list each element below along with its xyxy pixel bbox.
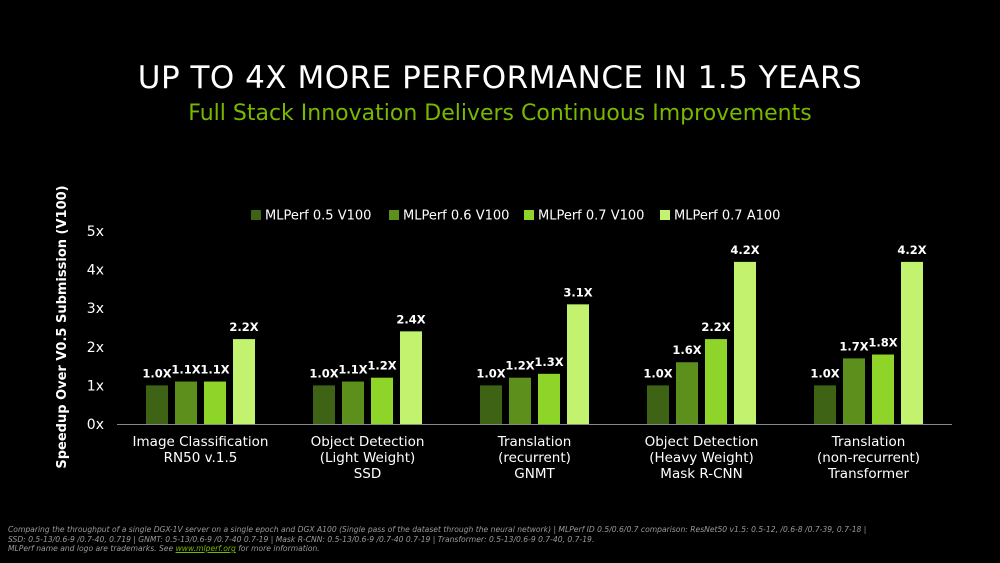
page-subtitle: Full Stack Innovation Delivers Continuou…: [188, 101, 812, 126]
legend-swatch: [524, 210, 534, 220]
x-category-label: (Light Weight): [320, 450, 416, 466]
data-label: 1.1X: [200, 363, 229, 377]
x-category-label: (recurrent): [498, 450, 571, 466]
data-label: 1.7X: [839, 339, 868, 353]
x-category-label: (non-recurrent): [817, 450, 920, 466]
x-category-label: Image Classification: [133, 434, 269, 450]
data-label: 1.2X: [367, 359, 396, 373]
legend-swatch: [251, 210, 261, 220]
bar: [342, 381, 364, 424]
bar: [647, 385, 669, 424]
y-tick-label: 5x: [87, 224, 104, 240]
bar: [204, 381, 226, 424]
bar: [400, 331, 422, 424]
bar: [814, 385, 836, 424]
footnote-line-2: SSD: 0.5-13/0.6-9 /0.7-40, 0.719 | GNMT:…: [8, 534, 595, 544]
bar: [175, 381, 197, 424]
x-category-label: Object Detection: [645, 434, 759, 450]
bar: [233, 339, 255, 424]
data-label: 1.8X: [868, 336, 897, 350]
y-axis-label: Speedup Over V0.5 Submission (V100): [55, 185, 70, 468]
bar: [901, 261, 923, 424]
data-label: 1.0X: [643, 366, 672, 380]
legend-entry: MLPerf 0.7 A100: [674, 209, 780, 224]
mlperf-link[interactable]: www.mlperf.org: [175, 544, 236, 553]
data-label: 3.1X: [563, 285, 592, 299]
y-tick-label: 0x: [87, 417, 104, 433]
bar: [509, 377, 531, 424]
data-label: 1.2X: [505, 359, 534, 373]
x-category-label: Translation: [497, 434, 572, 450]
legend-entry: MLPerf 0.7 V100: [538, 209, 644, 224]
data-label: 1.0X: [810, 366, 839, 380]
x-category-label: GNMT: [514, 466, 555, 482]
y-tick-label: 3x: [87, 301, 104, 317]
bar: [371, 377, 393, 424]
bar: [705, 339, 727, 424]
data-label: 4.2X: [730, 243, 759, 257]
x-category-label: (Heavy Weight): [649, 450, 754, 466]
legend-entry: MLPerf 0.5 V100: [265, 209, 371, 224]
data-label: 1.1X: [338, 363, 367, 377]
data-label: 2.4X: [396, 312, 425, 326]
data-label: 2.2X: [229, 320, 258, 334]
footnote-line-3: MLPerf name and logo are trademarks. See…: [8, 544, 993, 554]
footnote-line-3-prefix: MLPerf name and logo are trademarks. See: [8, 544, 176, 553]
x-category-label: Translation: [831, 434, 906, 450]
footnote-line-3-suffix: for more information.: [235, 544, 320, 553]
data-label: 2.2X: [701, 320, 730, 334]
data-label: 1.6X: [672, 343, 701, 357]
data-label: 1.0X: [309, 366, 338, 380]
data-label: 1.3X: [534, 355, 563, 369]
data-label: 1.0X: [142, 366, 171, 380]
bar: [313, 385, 335, 424]
bar: [843, 358, 865, 424]
x-category-label: SSD: [354, 466, 382, 482]
legend-swatch: [660, 210, 670, 220]
legend-entry: MLPerf 0.6 V100: [403, 209, 509, 224]
footnote-line-1: Comparing the throughput of a single DGX…: [8, 525, 867, 534]
data-label: 1.0X: [476, 366, 505, 380]
bar: [480, 385, 502, 424]
x-category-label: Mask R-CNN: [660, 466, 742, 482]
y-tick-label: 1x: [87, 378, 104, 394]
y-tick-label: 4x: [87, 263, 104, 279]
bar: [146, 385, 168, 424]
bar: [567, 304, 589, 424]
bar: [538, 373, 560, 424]
x-category-label: Transformer: [827, 466, 909, 482]
x-category-label: Object Detection: [311, 434, 425, 450]
y-tick-label: 2x: [87, 340, 104, 356]
bar: [872, 354, 894, 424]
data-label: 4.2X: [897, 243, 926, 257]
bar: [734, 261, 756, 424]
x-category-label: RN50 v.1.5: [164, 450, 238, 466]
data-label: 1.1X: [171, 363, 200, 377]
legend-swatch: [389, 210, 399, 220]
bar: [676, 362, 698, 424]
page-title: UP TO 4X MORE PERFORMANCE IN 1.5 YEARS: [137, 60, 863, 96]
footnote: Comparing the throughput of a single DGX…: [8, 525, 993, 554]
